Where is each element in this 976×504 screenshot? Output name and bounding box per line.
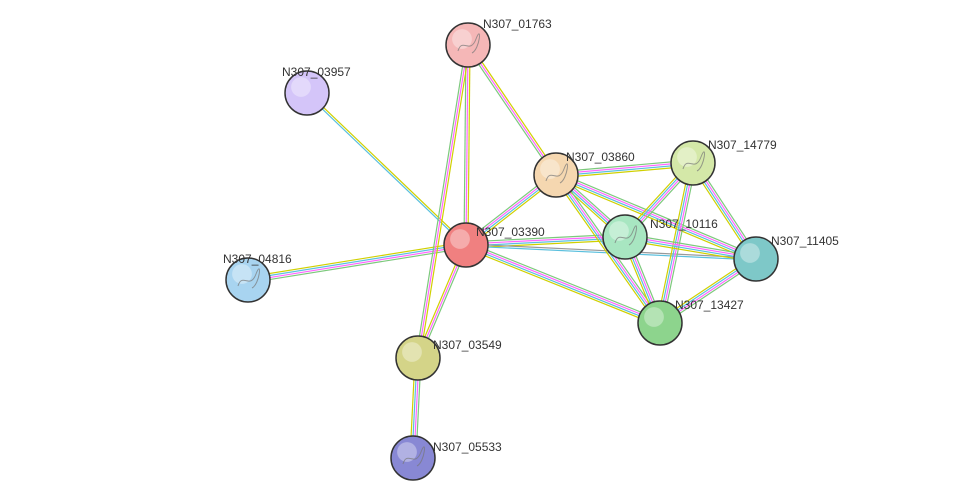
- network-edge: [468, 45, 556, 175]
- network-node[interactable]: [226, 258, 270, 302]
- network-diagram: N307_03390N307_01763N307_03957N307_03860…: [0, 0, 976, 504]
- node-highlight: [402, 342, 422, 362]
- network-node[interactable]: [446, 23, 490, 67]
- node-highlight: [740, 243, 760, 263]
- network-edge: [248, 242, 466, 277]
- network-edge: [420, 45, 470, 358]
- network-edge: [466, 45, 468, 245]
- network-edge: [465, 248, 659, 326]
- network-node[interactable]: [444, 223, 488, 267]
- network-edge: [470, 44, 558, 174]
- network-node[interactable]: [734, 237, 778, 281]
- node-highlight: [644, 307, 664, 327]
- network-svg: [0, 0, 976, 504]
- network-edge: [416, 45, 466, 358]
- network-edge: [308, 92, 467, 244]
- network-node[interactable]: [638, 301, 682, 345]
- network-edge: [418, 45, 468, 358]
- node-highlight: [450, 229, 470, 249]
- network-node[interactable]: [534, 153, 578, 197]
- network-edge: [466, 46, 554, 176]
- network-node[interactable]: [285, 71, 329, 115]
- network-node[interactable]: [391, 436, 435, 480]
- network-node[interactable]: [671, 141, 715, 185]
- network-node[interactable]: [603, 215, 647, 259]
- network-edge: [468, 45, 470, 245]
- node-highlight: [291, 77, 311, 97]
- network-edge: [248, 248, 466, 283]
- network-node[interactable]: [396, 336, 440, 380]
